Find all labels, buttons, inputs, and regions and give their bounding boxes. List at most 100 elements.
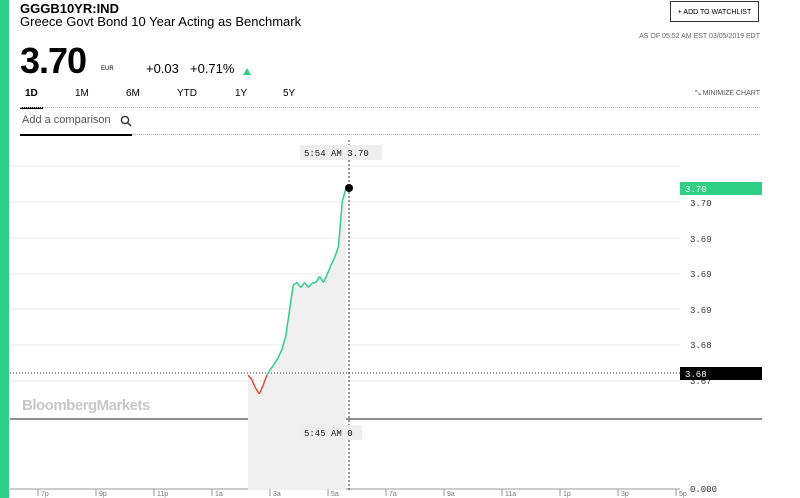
last-value-tag <box>680 182 762 195</box>
x-tick-label: 3a <box>273 491 281 498</box>
series-segment <box>315 276 321 283</box>
series-point <box>266 374 268 376</box>
y-tick-label: 3.70 <box>690 199 712 209</box>
tab-1d[interactable]: 1D <box>20 88 43 109</box>
series-point <box>255 387 257 389</box>
series-point <box>281 349 283 351</box>
series-segment <box>262 374 268 386</box>
comparison-search <box>20 112 132 136</box>
series-segment <box>284 310 291 337</box>
series-segment <box>273 357 279 365</box>
series-point <box>270 368 272 370</box>
accent-bar <box>0 0 9 498</box>
tab-ytd[interactable]: YTD <box>177 88 197 99</box>
series-segment <box>326 264 332 275</box>
series-point <box>315 282 317 284</box>
tab-1m[interactable]: 1M <box>75 88 89 99</box>
series-segment <box>292 281 298 286</box>
series-segment <box>341 187 347 202</box>
series-segment <box>307 282 313 289</box>
tab-1y[interactable]: 1Y <box>235 88 248 99</box>
series-point <box>330 264 332 266</box>
series-segment <box>270 363 275 370</box>
series-point <box>304 282 306 284</box>
series-point <box>292 284 294 286</box>
crosshair-time-box <box>300 425 362 440</box>
reference-value-tag <box>680 367 762 380</box>
series-segment <box>258 385 264 395</box>
ticker-symbol: GGGB10YR:IND <box>20 1 119 16</box>
minimize-icon: ⤡ <box>695 90 703 97</box>
series-segment <box>251 379 257 389</box>
series-segment <box>254 387 260 395</box>
series-segment <box>247 374 253 380</box>
series-segment <box>333 246 340 258</box>
series-point <box>259 393 261 395</box>
x-tick-label: 7p <box>41 491 49 498</box>
comparison-input[interactable] <box>22 114 112 126</box>
x-tick-label: 7a <box>389 491 397 498</box>
price-value: 3.70 <box>20 40 87 81</box>
series-segment <box>277 349 283 359</box>
series-point <box>262 385 264 387</box>
series-point <box>338 246 340 248</box>
series-point <box>277 357 279 359</box>
y-tick-label: 3.69 <box>690 235 712 245</box>
series-point <box>311 282 313 284</box>
series-segment <box>266 368 272 376</box>
tab-5y[interactable]: 5Y <box>283 88 296 99</box>
series-segment <box>318 276 325 283</box>
x-tick-label: 9a <box>447 491 455 498</box>
series-point <box>274 363 276 365</box>
series-point <box>296 282 298 284</box>
series-segment <box>288 284 294 311</box>
series-segment <box>303 281 309 289</box>
y-tick-label: 3.69 <box>690 306 712 316</box>
series-segment <box>300 281 306 289</box>
search-icon[interactable] <box>120 115 132 127</box>
crosshair-price-box <box>300 145 382 160</box>
x-tick-label: 5p <box>679 491 687 498</box>
minimize-chart-label: MINIMIZE CHART <box>702 90 760 97</box>
security-name: Greece Govt Bond 10 Year Acting as Bench… <box>20 14 302 29</box>
volume-axis-label: 0.000 <box>690 485 717 495</box>
x-tick-label: 11p <box>157 491 168 498</box>
x-tick-label: 9p <box>99 491 107 498</box>
series-point <box>319 276 321 278</box>
series-segment <box>330 257 336 266</box>
y-tick-label: 3.68 <box>690 341 712 351</box>
x-tick-label: 5a <box>331 491 339 498</box>
crosshair-price-label: 5:54 AM 3.70 <box>304 149 369 159</box>
series-point <box>341 201 343 203</box>
series-point <box>285 336 287 338</box>
series-point <box>323 282 325 284</box>
last-value-label: 3.70 <box>685 185 707 195</box>
price-change: +0.03 <box>146 61 179 76</box>
add-to-watchlist-button[interactable]: + ADD TO WATCHLIST <box>670 1 759 22</box>
series-segment <box>337 201 343 247</box>
series-point <box>334 257 336 259</box>
bloomberg-markets-watermark: BloombergMarkets <box>22 397 150 414</box>
series-point <box>251 379 253 381</box>
reference-value-label: 3.68 <box>685 370 707 380</box>
series-point <box>326 274 328 276</box>
series-segment <box>311 281 317 285</box>
as-of-timestamp: AS OF 05:52 AM EST 03/05/2019 EDT <box>639 33 760 40</box>
tab-6m[interactable]: 6M <box>126 88 140 99</box>
series-segment <box>296 281 302 289</box>
y-tick-label: 3.69 <box>690 270 712 280</box>
currency-label: EUR <box>101 66 114 72</box>
x-tick-label: 3p <box>621 491 629 498</box>
series-point <box>308 287 310 289</box>
crosshair-time-label: 5:45 AM 0 <box>304 429 353 439</box>
series-point <box>247 374 249 376</box>
series-segment <box>281 336 287 350</box>
series-point <box>300 287 302 289</box>
x-tick-label: 1a <box>215 491 223 498</box>
minimize-chart-button[interactable]: ⤡ MINIMIZE CHART <box>695 90 760 98</box>
comparison-divider <box>132 134 760 135</box>
up-arrow-icon <box>243 68 251 75</box>
x-tick-label: 1p <box>563 491 571 498</box>
series-point <box>289 310 291 312</box>
